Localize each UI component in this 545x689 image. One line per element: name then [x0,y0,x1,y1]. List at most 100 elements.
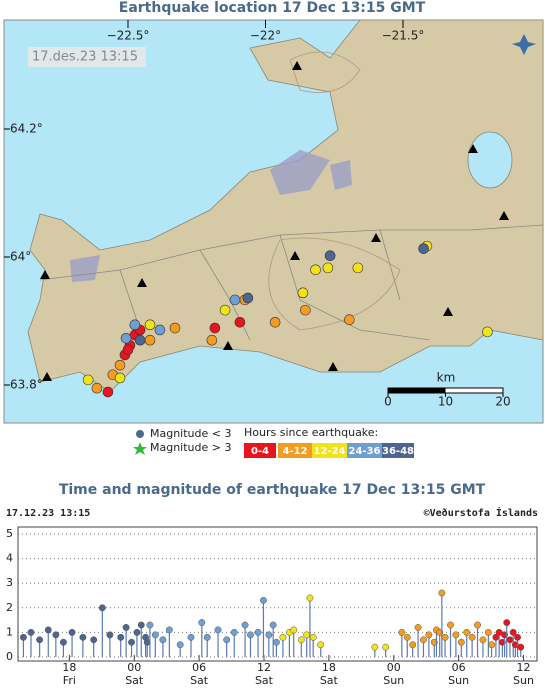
legend-swatch [278,443,312,458]
point [59,638,67,646]
point [484,628,492,636]
x-tick-label: 18 [62,661,76,674]
point [79,633,87,641]
point [146,621,154,629]
lat-label: 63.8° [10,378,43,392]
quake [114,359,126,371]
point [241,621,249,629]
point [517,643,525,651]
legend-mag-large: Magnitude > 3 [150,441,232,454]
quake [144,319,156,331]
point [187,633,195,641]
quake [114,372,126,384]
scale-label: 0 [384,395,392,409]
legend-label: 4-12 [282,446,307,457]
quake [129,319,141,331]
point [259,596,267,604]
point [133,628,141,636]
chart-title: Time and magnitude of earthquake 17 Dec … [59,482,486,498]
lat-label: 64.2° [10,122,43,136]
map-timestamp: 17.des.23 13:15 [32,50,138,65]
scale-label: 20 [495,395,510,409]
legend-label: 24-36 [349,446,381,457]
legend [133,430,147,455]
quake [82,374,94,386]
point [98,604,106,612]
point [230,628,238,636]
x-tick-label: 06 [192,661,206,674]
legend-swatch [347,443,382,458]
y-tick-label: 2 [6,601,13,614]
point [223,636,231,644]
quake [234,316,246,328]
quake [297,287,309,299]
point [52,631,60,639]
x-day-label: Sun [513,674,534,687]
quake [310,264,321,276]
quake [102,386,114,398]
quake [134,334,146,346]
point [36,636,44,644]
point [176,641,184,649]
y-tick-label: 3 [6,576,13,589]
point [479,636,487,644]
point [447,621,454,629]
point [438,589,446,597]
point [19,633,27,641]
point [452,631,460,639]
quake [219,304,231,316]
y-tick-label: 4 [6,552,13,565]
point [398,628,406,636]
quake [122,344,134,356]
x-day-label: Sat [320,674,339,687]
scale-bar [387,387,504,394]
point [488,641,496,649]
point [290,626,298,634]
point [457,638,465,646]
credit: ©Veðurstofa Íslands [424,506,538,519]
scale-label: 10 [438,395,453,409]
point [265,631,273,639]
point [468,633,476,641]
x-day-label: Sat [125,674,144,687]
map-title: Earthquake location 17 Dec 13:15 GMT [119,0,426,16]
point [317,641,325,649]
lon-label: −22.5° [107,29,150,43]
point [117,633,125,641]
x-tick-label: 00 [127,661,141,674]
quake [352,262,364,274]
quake [169,322,181,334]
point [441,633,449,641]
quake [209,322,221,334]
x-day-label: Sat [190,674,209,687]
point [425,631,433,639]
x-tick-label: 12 [257,661,271,674]
point [254,628,262,636]
scale-unit: km [437,371,456,385]
lat-label: 64° [10,250,31,264]
quake [322,262,334,274]
point [371,643,379,651]
point [306,594,314,602]
lon-label: −22° [250,29,281,43]
point [165,626,173,634]
quake [324,250,336,262]
quake [144,334,156,346]
x-day-label: Sun [448,674,469,687]
y-tick-label: 1 [6,625,13,638]
chart-timestamp: 17.12.23 13:15 [6,508,90,519]
point [506,636,514,644]
point [279,633,287,641]
quake [206,334,218,346]
y-tick-label: 0 [6,650,13,663]
point [509,628,517,636]
point [414,624,422,631]
legend-title: Hours since earthquake: [244,426,378,439]
lon-label: −21.5° [382,29,425,43]
x-tick-label: 18 [322,661,336,674]
point [214,626,222,634]
quake [154,324,166,336]
point [403,633,411,641]
point [247,631,254,639]
